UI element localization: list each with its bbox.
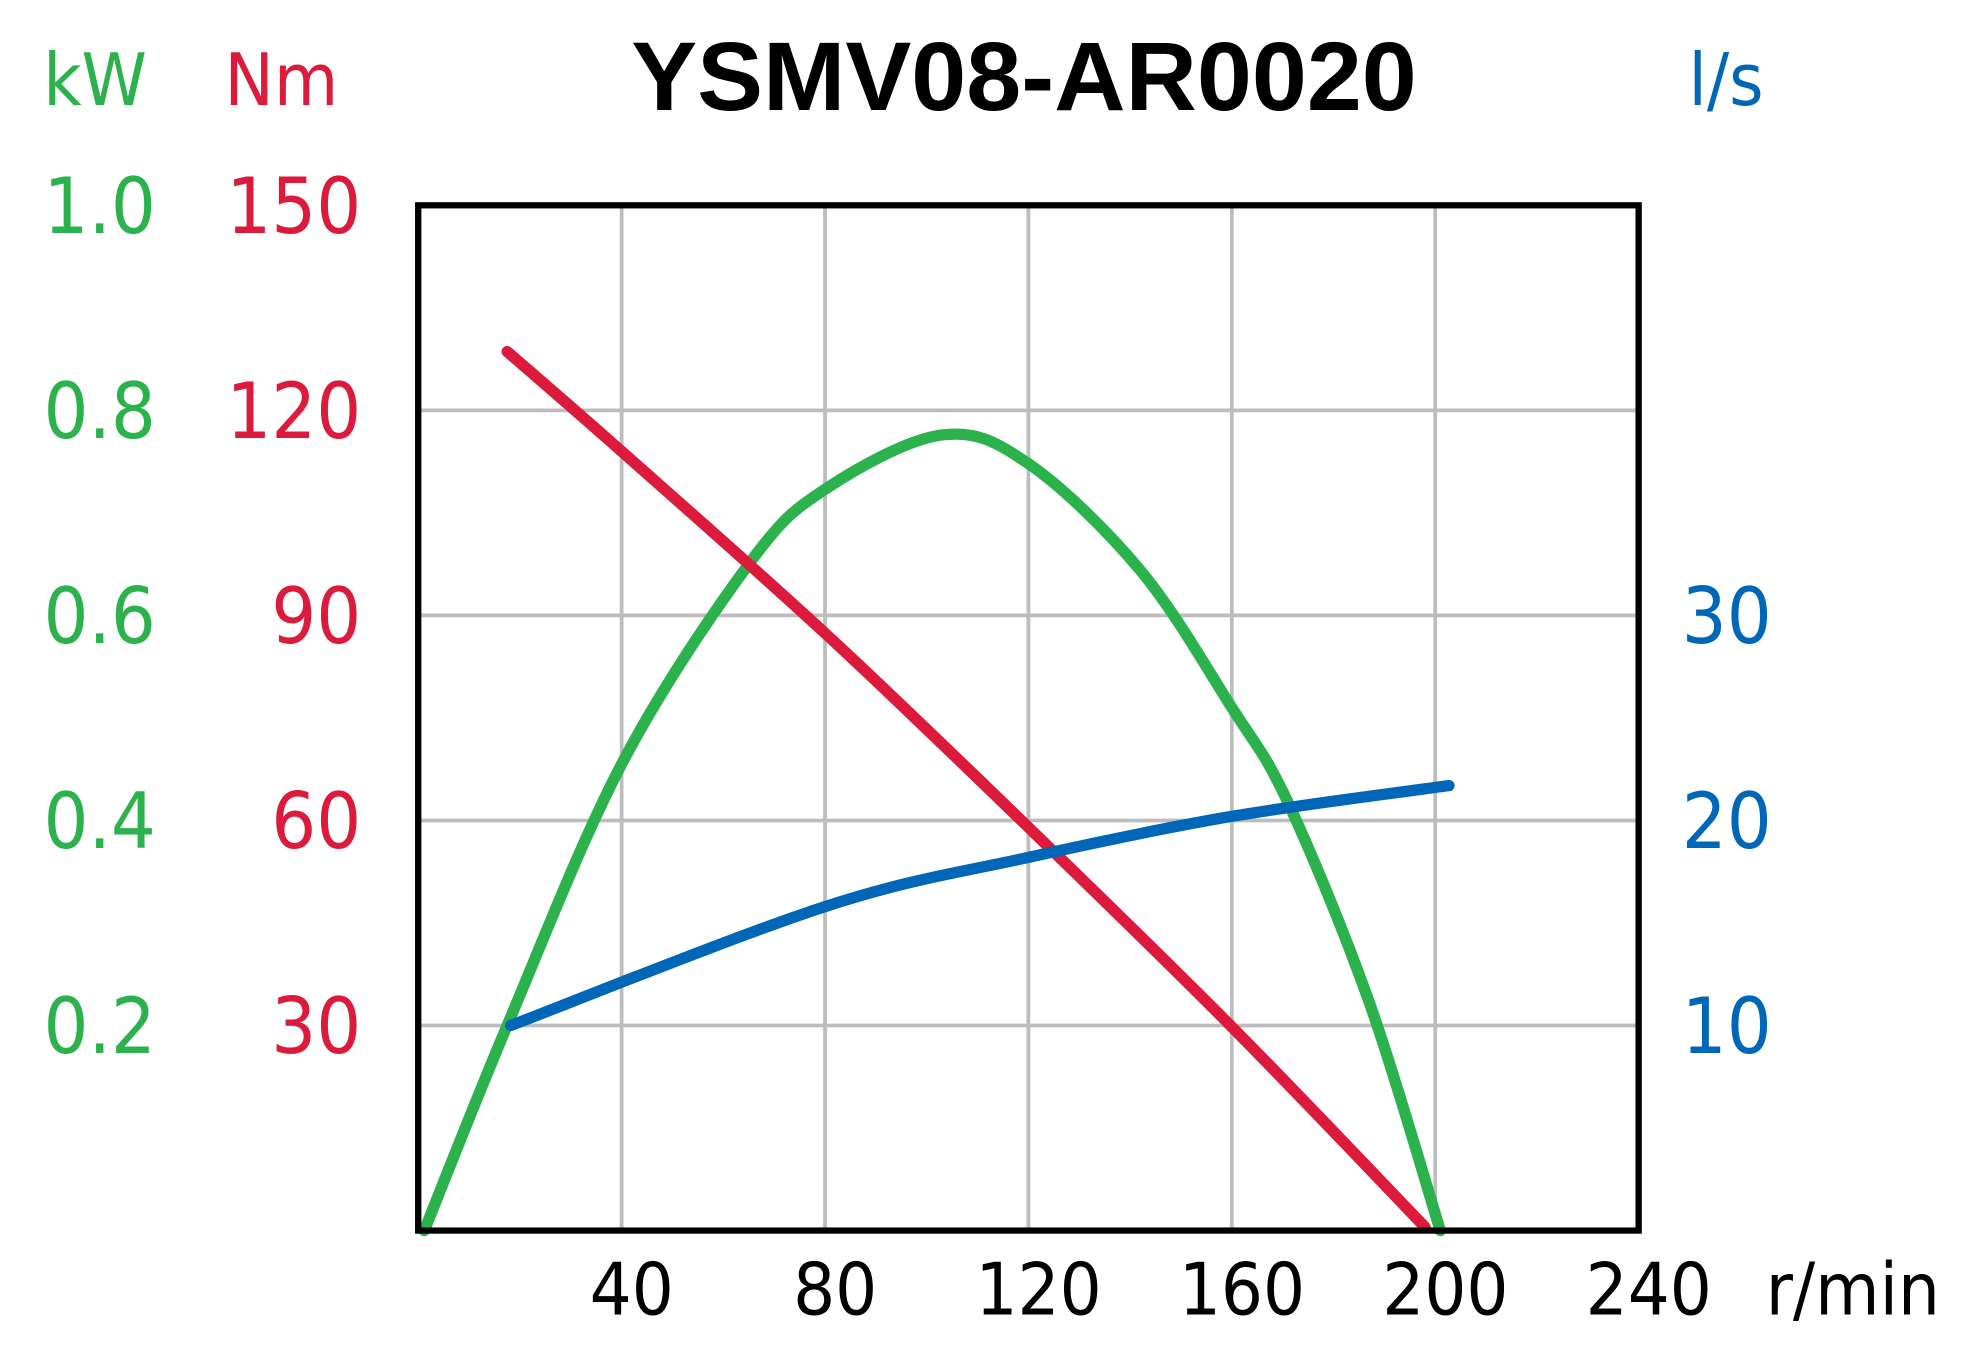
x-tick-label: 80	[793, 1248, 877, 1332]
y-tick-label-ls: 30	[1682, 572, 1772, 661]
kw-axis-label: kW	[43, 39, 147, 123]
grid-lines	[418, 205, 1639, 1231]
torque-curve	[501, 345, 1431, 1233]
y-tick-label-Nm: 150	[226, 162, 361, 251]
plot-frame	[415, 202, 1642, 1234]
tick-labels: 40 80 120 160 200 240 0.2 0.4 0.6 0.8 1.0 30 60 90 120…	[44, 162, 1772, 1332]
y-tick-label-kW: 0.8	[44, 367, 156, 456]
y-tick-label-Nm: 90	[271, 572, 361, 661]
flow-curve	[505, 779, 1455, 1032]
y-tick-label-Nm: 30	[271, 982, 361, 1071]
power-curve	[418, 428, 1447, 1237]
y-tick-label-ls: 20	[1682, 777, 1772, 866]
x-tick-label: 120	[975, 1248, 1101, 1332]
y-tick-label-kW: 0.6	[44, 572, 156, 661]
series-lines	[418, 345, 1455, 1237]
y-tick-label-kW: 0.4	[44, 777, 156, 866]
y-tick-label-Nm: 120	[226, 367, 361, 456]
y-tick-label-Nm: 60	[271, 777, 361, 866]
y-tick-label-kW: 0.2	[44, 982, 156, 1071]
nm-axis-label: Nm	[224, 39, 338, 123]
y-tick-label-ls: 10	[1682, 982, 1772, 1071]
x-tick-label: 40	[590, 1248, 674, 1332]
chart-title: YSMV08-AR0020	[631, 22, 1417, 131]
y-tick-label-kW: 1.0	[44, 162, 156, 251]
flow-axis-label: l/s	[1689, 39, 1764, 123]
x-tick-label: 240	[1586, 1248, 1712, 1332]
x-axis-label: r/min	[1766, 1248, 1940, 1332]
x-tick-label: 200	[1382, 1248, 1508, 1332]
x-tick-label: 160	[1179, 1248, 1305, 1332]
